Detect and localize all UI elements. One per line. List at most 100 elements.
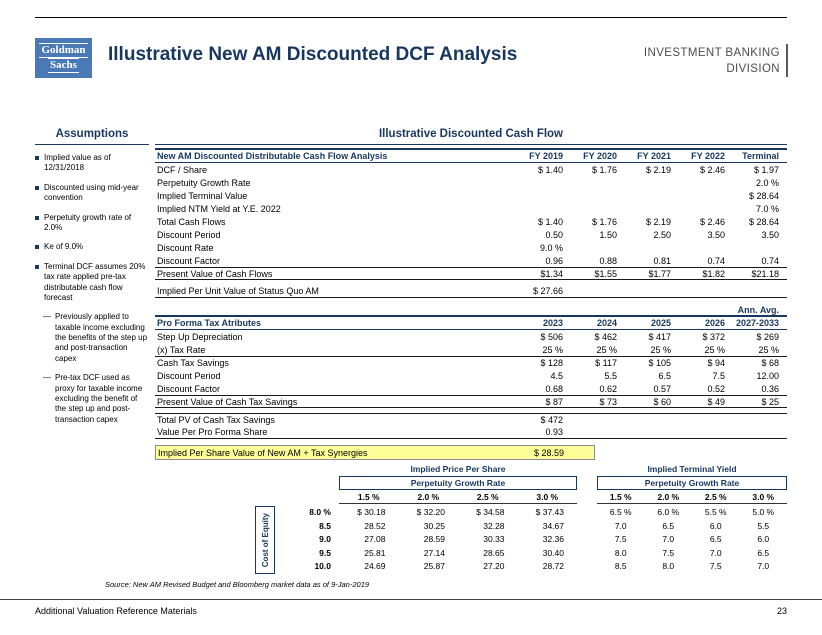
value-cell: 3.50 — [761, 229, 779, 240]
value-cell: 25 % — [758, 344, 779, 355]
value-cell: 2.50 — [653, 229, 671, 240]
table-row: Discount Period 0.50 1.50 2.50 3.50 3.50 — [155, 228, 787, 241]
value-cell: 0.57 — [653, 383, 671, 394]
value-cell: 8.5 — [614, 561, 627, 571]
division-line: DIVISION — [726, 62, 780, 75]
sensitivity-section: Implied Price Per Share Perpetuity Growt… — [155, 464, 787, 579]
dcf-table-header: New AM Discounted Distributable Cash Flo… — [155, 148, 787, 163]
value-cell: 5.5 — [757, 520, 770, 531]
value-cell: 0.68 — [545, 383, 563, 394]
dash-icon: — — [43, 312, 51, 322]
column-header: FY 2020 — [583, 151, 617, 161]
value-cell: $ 128 — [540, 358, 563, 368]
main-content: Illustrative Discounted Cash Flow New AM… — [155, 128, 787, 460]
column-header: Terminal — [742, 151, 779, 161]
value-cell: 8.0 — [614, 547, 627, 558]
axis-label: Cost of Equity — [260, 512, 270, 567]
value-cell: $1.55 — [594, 268, 617, 279]
bullet-square-icon — [35, 215, 39, 220]
table-row: Value Per Pro Forma Share 0.93 — [155, 426, 787, 439]
assumption-text: Pre-tax DCF used as proxy for taxable in… — [55, 373, 143, 424]
value-cell: $ 269 — [756, 331, 779, 342]
table-row: Discount Rate 9.0 % — [155, 241, 787, 254]
value-cell: 6.5 — [662, 520, 675, 531]
value-cell: 8.0 — [662, 561, 675, 571]
column-header: 2.5 % — [476, 492, 499, 502]
value-cell: 6.0 % — [657, 507, 680, 517]
value-cell: 6.5 — [658, 370, 671, 381]
value-cell: 24.69 — [364, 561, 386, 571]
table-row: DCF / Share $ 1.40 $ 1.76 $ 2.19 $ 2.46 $ 1.9… — [155, 163, 787, 176]
logo-text: Goldman — [39, 42, 88, 58]
sensitivity-grid: 6.5 % 6.0 % 5.5 % 5.0 % 7.0 6.5 6.0 5.5 7.5 7.0 6.… — [597, 506, 787, 574]
ann-avg-note: Ann. Avg. — [737, 304, 779, 315]
value-cell: 6.0 — [757, 534, 770, 544]
value-cell: $ 27.66 — [532, 286, 563, 296]
value-cell: 7.0 — [757, 561, 770, 571]
logo-text: Sachs — [48, 58, 79, 74]
value-cell: $ 1.40 — [537, 216, 563, 227]
value-cell: $ 28.64 — [748, 190, 779, 201]
column-header: FY 2021 — [637, 151, 671, 161]
column-header: 2025 — [650, 318, 671, 328]
assumption-subitem: — Pre-tax DCF used as proxy for taxable i… — [43, 373, 149, 425]
value-cell: 30.33 — [483, 534, 505, 544]
value-cell: $ 60 — [653, 396, 671, 407]
row-label: Cash Tax Savings — [157, 358, 229, 368]
source-note: Source: New AM Revised Budget and Bloomb… — [105, 580, 370, 589]
assumption-item: Perpetuity growth rate of 2.0% — [35, 213, 149, 234]
value-cell: 7.0 — [709, 547, 722, 558]
dash-icon: — — [43, 373, 51, 383]
value-cell: 12.00 — [756, 370, 779, 381]
value-cell: $ 73 — [599, 396, 617, 407]
value-cell: 6.5 — [709, 534, 722, 544]
bullet-square-icon — [35, 156, 39, 160]
column-headers: 1.5 % 2.0 % 2.5 % 3.0 % — [339, 492, 577, 504]
row-label: 8.0 % — [309, 507, 331, 517]
assumption-text: Terminal DCF assumes 20% tax rate applie… — [44, 261, 146, 302]
row-label: Implied Per Unit Value of Status Quo AM — [157, 286, 319, 296]
table-row: Cash Tax Savings $ 128 $ 117 $ 105 $ 94 $ 68 — [155, 356, 787, 369]
value-cell: $ 32.20 — [416, 507, 445, 517]
cost-of-equity-axis: Cost of Equity — [255, 506, 275, 574]
value-cell: 3.50 — [707, 229, 725, 240]
value-cell: 30.25 — [423, 520, 445, 531]
value-cell: $ 94 — [707, 358, 725, 368]
tax-table-body: Step Up Depreciation $ 506 $ 462 $ 417 $ 372… — [155, 330, 787, 408]
table-row: Implied Terminal Value $ 28.64 — [155, 189, 787, 202]
highlight-label: Implied Per Share Value of New AM + Tax … — [158, 447, 368, 458]
value-cell: 0.81 — [653, 255, 671, 266]
value-cell: $ 30.18 — [357, 507, 386, 517]
assumption-item: Discounted using mid-year convention — [35, 183, 149, 204]
division-line: INVESTMENT BANKING — [643, 47, 780, 59]
section-title: Illustrative Discounted Cash Flow — [155, 128, 787, 145]
row-label: Implied Terminal Value — [157, 190, 248, 201]
value-cell: $ 37.43 — [535, 507, 564, 517]
top-rule — [35, 17, 787, 18]
implied-terminal-yield-table: Implied Terminal Yield Perpetuity Growth… — [597, 464, 787, 574]
footer-rule — [0, 599, 822, 600]
value-cell: $ 2.19 — [645, 216, 671, 227]
group-header: Perpetuity Growth Rate — [597, 476, 787, 490]
row-label: 10.0 — [314, 561, 331, 571]
row-label: Discount Factor — [157, 255, 221, 266]
value-cell: 7.5 — [712, 370, 725, 381]
assumptions-sidebar: Assumptions Implied value as of 12/31/20… — [35, 128, 149, 434]
value-cell: 7.0 % — [755, 203, 779, 214]
value-cell: 27.20 — [483, 561, 505, 571]
value-cell: $ 506 — [540, 331, 563, 342]
value-cell: 2.0 % — [755, 177, 779, 188]
row-label: Discount Period — [157, 370, 221, 381]
value-cell: 5.5 — [604, 370, 617, 381]
row-label: DCF / Share — [157, 164, 208, 175]
goldman-sachs-logo: Goldman Sachs — [35, 38, 92, 78]
value-cell: 0.36 — [761, 383, 779, 394]
table-row: Present Value of Cash Tax Savings $ 87 $ 7… — [155, 395, 787, 408]
row-label: Implied NTM Yield at Y.E. 2022 — [157, 203, 281, 214]
value-cell: $ 28.64 — [748, 216, 779, 227]
assumption-text: Previously applied to taxable income exc… — [55, 312, 148, 363]
table-title: New AM Discounted Distributable Cash Flo… — [157, 151, 388, 161]
value-cell: $ 49 — [707, 396, 725, 407]
table-row: Total PV of Cash Tax Savings $ 472 — [155, 413, 787, 426]
assumption-item: Ke of 9.0% — [35, 242, 149, 252]
